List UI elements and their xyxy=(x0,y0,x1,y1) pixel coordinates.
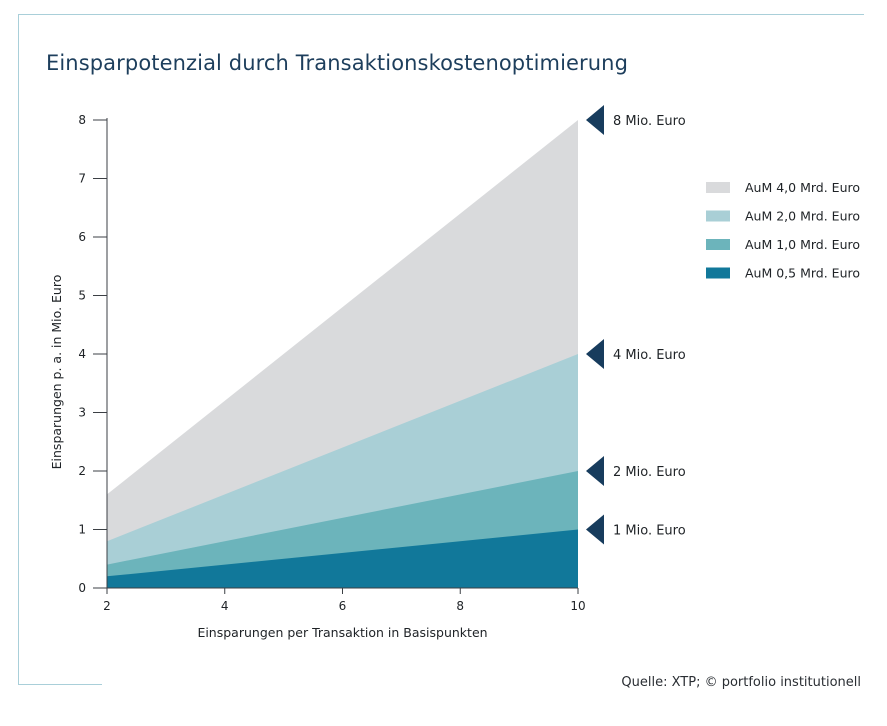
y-tick-label-1: 1 xyxy=(78,523,86,537)
x-axis-label: Einsparungen per Transaktion in Basispun… xyxy=(197,625,487,640)
frame-top-rule xyxy=(18,14,864,15)
x-tick-label-2: 2 xyxy=(103,599,111,613)
annotation-label-2: 4 Mio. Euro xyxy=(613,348,686,363)
x-tick-label-10: 10 xyxy=(570,599,585,613)
legend-swatch-1 xyxy=(706,182,730,193)
y-tick-label-0: 0 xyxy=(78,581,86,595)
legend-label-3: AuM 1,0 Mrd. Euro xyxy=(745,237,860,252)
y-tick-label-7: 7 xyxy=(78,172,86,186)
legend-label-4: AuM 0,5 Mrd. Euro xyxy=(745,266,860,281)
x-tick-label-8: 8 xyxy=(456,599,464,613)
annotation-label-3: 2 Mio. Euro xyxy=(613,465,686,480)
annotation-marker-1 xyxy=(586,105,604,135)
frame-bottom-rule xyxy=(18,684,102,685)
chart-title: Einsparpotenzial durch Transaktionskoste… xyxy=(46,51,629,75)
y-tick-label-2: 2 xyxy=(78,464,86,478)
legend-label-1: AuM 4,0 Mrd. Euro xyxy=(745,180,860,195)
legend-swatch-2 xyxy=(706,210,730,222)
y-tick-label-8: 8 xyxy=(78,113,86,127)
legend-label-2: AuM 2,0 Mrd. Euro xyxy=(745,209,860,224)
annotation-marker-2 xyxy=(586,339,604,369)
x-tick-label-6: 6 xyxy=(339,599,347,613)
area-series-4 xyxy=(107,529,578,588)
annotation-marker-3 xyxy=(586,456,604,486)
y-tick-label-5: 5 xyxy=(78,289,86,303)
annotation-marker-4 xyxy=(586,514,604,545)
y-tick-label-6: 6 xyxy=(78,230,86,244)
legend-swatch-4 xyxy=(706,267,730,279)
annotation-label-4: 1 Mio. Euro xyxy=(613,524,686,539)
y-tick-label-3: 3 xyxy=(78,406,86,420)
x-tick-label-4: 4 xyxy=(221,599,229,613)
frame-left-rule xyxy=(18,14,19,684)
y-tick-label-4: 4 xyxy=(78,347,86,361)
annotation-label-1: 8 Mio. Euro xyxy=(613,114,686,129)
y-axis-label: Einsparungen p. a. in Mio. Euro xyxy=(49,275,64,470)
source-credit: Quelle: XTP; © portfolio institutionell xyxy=(621,675,861,690)
legend-swatch-3 xyxy=(706,239,730,250)
